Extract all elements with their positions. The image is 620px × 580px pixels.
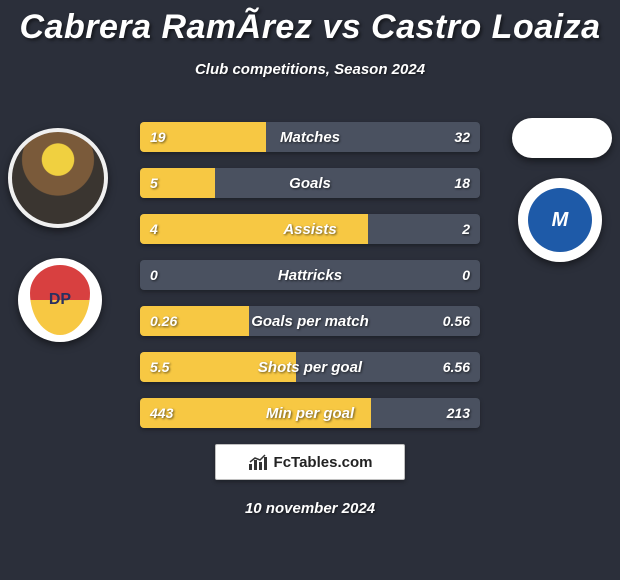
stat-bar-left	[140, 214, 368, 244]
player-left-avatar	[8, 128, 108, 228]
page-title: Cabrera RamÃ­rez vs Castro Loaiza	[0, 0, 620, 47]
stat-value-left: 4	[150, 214, 158, 244]
stat-value-left: 5	[150, 168, 158, 198]
club-left-badge: DP	[18, 258, 102, 342]
club-right-initials: M	[528, 188, 592, 252]
footer-brand-badge[interactable]: FcTables.com	[215, 444, 405, 480]
stat-row: 0.26Goals per match0.56	[140, 306, 480, 336]
stat-value-right: 18	[454, 168, 470, 198]
stat-value-right: 6.56	[443, 352, 470, 382]
stat-label: Hattricks	[140, 260, 480, 290]
stat-value-left: 5.5	[150, 352, 169, 382]
stat-value-left: 19	[150, 122, 166, 152]
subtitle: Club competitions, Season 2024	[0, 61, 620, 78]
stat-row: 5.5Shots per goal6.56	[140, 352, 480, 382]
stat-value-left: 0.26	[150, 306, 177, 336]
footer-brand-text: FcTables.com	[274, 454, 373, 471]
club-right-badge: M	[518, 178, 602, 262]
stat-value-right: 32	[454, 122, 470, 152]
player-right-avatar	[512, 118, 612, 158]
stat-value-right: 2	[462, 214, 470, 244]
stat-value-right: 0	[462, 260, 470, 290]
stat-row: 19Matches32	[140, 122, 480, 152]
stat-row: 5Goals18	[140, 168, 480, 198]
stat-row: 443Min per goal213	[140, 398, 480, 428]
stat-value-left: 443	[150, 398, 173, 428]
stat-bar-left	[140, 398, 371, 428]
stat-value-right: 213	[447, 398, 470, 428]
club-left-initials: DP	[30, 265, 90, 335]
stat-value-left: 0	[150, 260, 158, 290]
date-label: 10 november 2024	[0, 500, 620, 517]
stats-container: 19Matches325Goals184Assists20Hattricks00…	[140, 122, 480, 444]
chart-icon	[248, 453, 268, 471]
stat-row: 4Assists2	[140, 214, 480, 244]
stat-row: 0Hattricks0	[140, 260, 480, 290]
stat-value-right: 0.56	[443, 306, 470, 336]
